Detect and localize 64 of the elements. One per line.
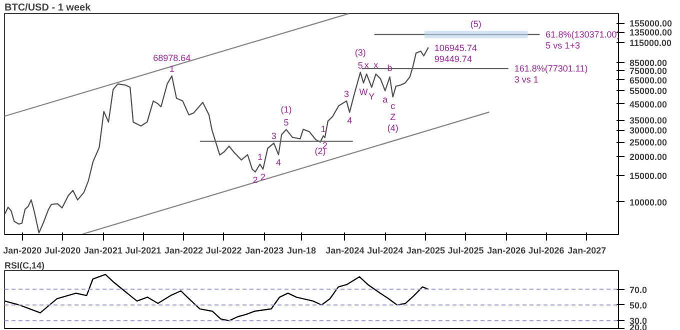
x-tick-label: Jan-2023 xyxy=(245,246,284,256)
y-tick-label: 75000.00 xyxy=(630,66,668,76)
x-tick-label: Jul-2022 xyxy=(206,246,242,256)
annotation: (3) xyxy=(354,47,366,58)
x-tick-label: Jan-2026 xyxy=(487,246,526,256)
annotation: Y xyxy=(368,91,375,102)
x-tick-label: Jan-2024 xyxy=(326,246,364,256)
annotation: 3 xyxy=(344,88,350,99)
y-tick-label: 155000.00 xyxy=(630,18,672,29)
x-tick-label: Jul-2025 xyxy=(448,246,484,256)
annotation: 1 xyxy=(320,124,326,134)
annotation: 5 vs 1+3 xyxy=(546,40,580,50)
annotation: 3 vs 1 xyxy=(514,74,538,85)
annotation: 2 xyxy=(260,172,266,182)
y-tick-label: 70.0 xyxy=(630,284,648,295)
y-tick-label: 15000.00 xyxy=(630,170,668,181)
y-tick-label: 135000.00 xyxy=(630,28,672,38)
annotation: x xyxy=(364,60,370,70)
x-tick-label: Jun-18 xyxy=(286,246,316,256)
y-tick-label: 30000.00 xyxy=(630,126,668,136)
annotation: 2 xyxy=(252,174,258,185)
x-tick-label: Jul-2026 xyxy=(528,246,564,256)
y-tick-label: 85000.00 xyxy=(630,58,668,68)
annotation: (5) xyxy=(470,18,482,29)
y-tick-label: 115000.00 xyxy=(630,38,672,48)
annotation: 3 xyxy=(271,131,276,142)
y-tick-label: 55000.00 xyxy=(630,86,668,96)
line-series xyxy=(4,274,430,322)
annotation: 1 xyxy=(257,152,262,162)
annotation: a xyxy=(382,94,388,105)
annotation: (4) xyxy=(387,122,398,133)
y-tick-label: 25000.00 xyxy=(630,138,668,148)
annotation: 68978.64 xyxy=(153,52,191,63)
annotation: Z xyxy=(390,112,396,122)
annotation: (2) xyxy=(314,146,326,156)
x-tick-label: Jan-2022 xyxy=(164,246,204,256)
x-tick-label: Jan-2025 xyxy=(406,246,446,256)
x-tick-label: Jan-2027 xyxy=(568,246,606,256)
chart-title: RSI(C,14) xyxy=(4,260,45,270)
x-tick-label: Jul-2021 xyxy=(125,246,162,256)
x-tick-label: Jan-2020 xyxy=(3,246,42,256)
x-tick-label: Jul-2024 xyxy=(367,246,404,256)
annotation: 99449.74 xyxy=(434,54,472,64)
y-tick-label: 20000.00 xyxy=(630,152,668,162)
x-tick-label: Jul-2020 xyxy=(44,246,81,256)
x-tick-label: Jan-2021 xyxy=(84,246,122,256)
annotation: (1) xyxy=(280,104,292,115)
y-tick-label: 65000.00 xyxy=(630,75,668,86)
annotation: 4 xyxy=(276,158,282,168)
y-tick-label: 50.0 xyxy=(630,300,648,310)
annotation: 5 xyxy=(284,118,289,128)
y-tick-label: 45000.00 xyxy=(630,99,668,110)
annotation: x xyxy=(374,60,379,70)
annotation: 5 xyxy=(358,60,363,70)
annotation: 4 xyxy=(347,115,352,126)
chart-title: BTC/USD - 1 week xyxy=(4,2,92,14)
annotation: 106945.74 xyxy=(434,42,477,53)
line-series xyxy=(4,46,430,234)
annotation: 1 xyxy=(169,64,174,74)
annotation: W xyxy=(359,86,368,97)
annotation: 161.8%(77301.11) xyxy=(514,64,588,74)
y-tick-label: 35000.00 xyxy=(630,116,668,126)
y-tick-label: 10000.00 xyxy=(630,197,668,208)
annotation: c xyxy=(390,100,396,111)
